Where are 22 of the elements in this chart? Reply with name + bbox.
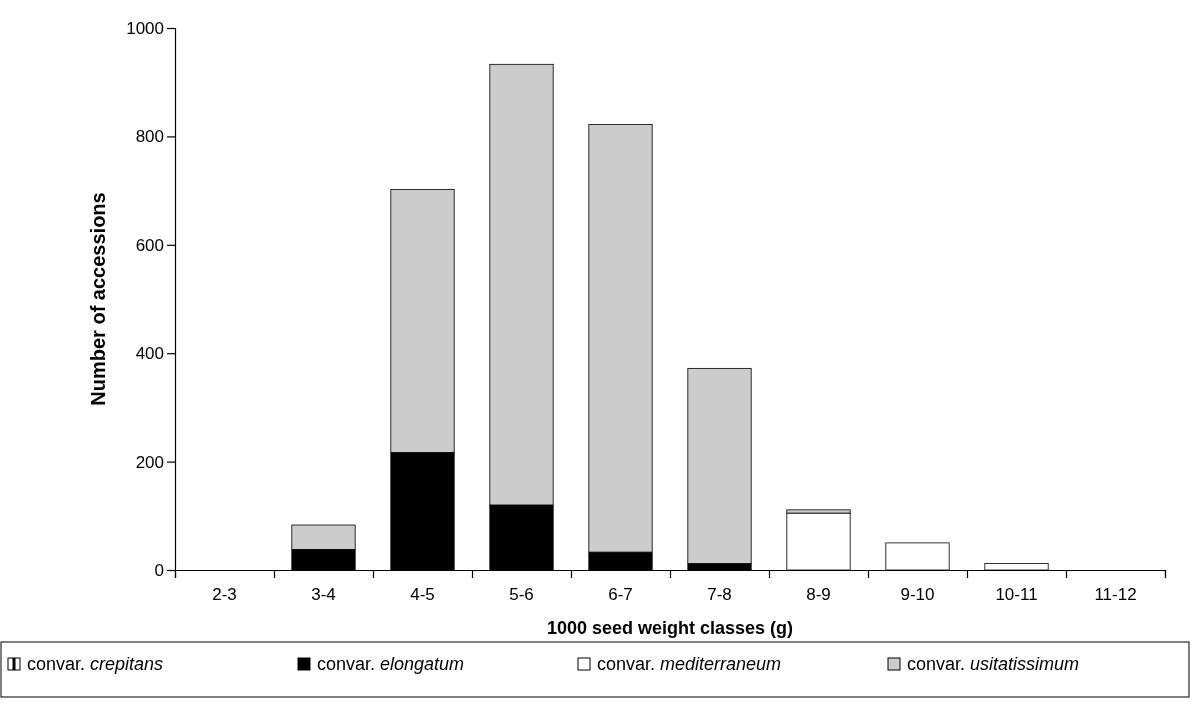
legend-label: convar. mediterraneum	[597, 654, 782, 674]
x-tick-label: 7-8	[707, 585, 732, 604]
x-tick-label: 4-5	[410, 585, 435, 604]
x-axis-title: 1000 seed weight classes (g)	[546, 618, 794, 638]
y-tick-label: 0	[154, 560, 164, 580]
y-tick-label: 1000	[126, 18, 164, 38]
x-tick-label: 11-12	[1094, 585, 1137, 604]
x-tick-label: 5-6	[509, 585, 534, 604]
x-tick-label: 6-7	[608, 585, 633, 604]
x-tick-label: 9-10	[900, 585, 935, 604]
x-tick-label: 8-9	[806, 585, 831, 604]
x-tick-label: 3-4	[311, 585, 336, 604]
legend-label: convar. crepitans	[27, 654, 164, 674]
y-tick-label: 400	[135, 344, 164, 364]
x-tick-label: 2-3	[212, 585, 237, 604]
x-tick-label: 10-11	[995, 585, 1038, 604]
y-tick-label: 200	[135, 452, 164, 472]
y-tick-label: 600	[135, 235, 164, 255]
y-axis-title: Number of accessions	[87, 192, 109, 406]
legend-label: convar. elongatum	[317, 654, 465, 674]
legend-label: convar. usitatissimum	[907, 654, 1080, 674]
y-tick-label: 800	[135, 127, 164, 147]
